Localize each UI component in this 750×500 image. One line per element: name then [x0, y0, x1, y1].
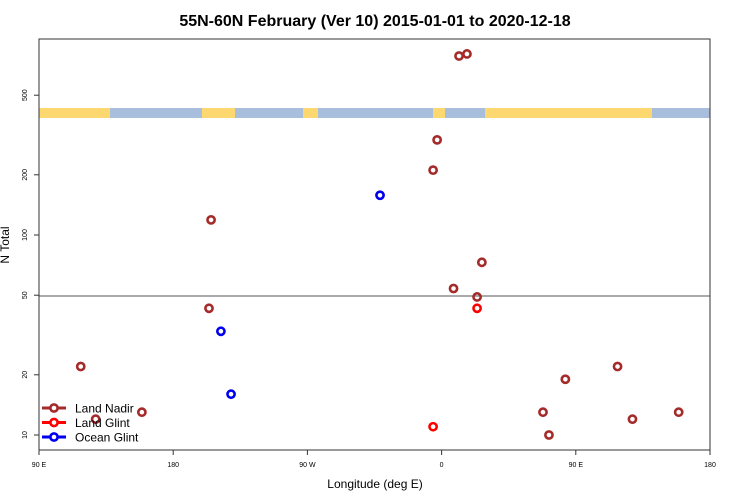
data-point [476, 257, 487, 268]
x-tick-label: 90 W [299, 462, 316, 469]
data-point [612, 361, 623, 372]
data-point [375, 190, 385, 201]
ocean-segment [110, 108, 202, 118]
data-point [544, 430, 554, 440]
y-tick-label: 10 [22, 431, 29, 439]
data-point [206, 214, 216, 225]
chart-title: 55N-60N February (Ver 10) 2015-01-01 to … [179, 13, 570, 30]
data-point [204, 303, 214, 314]
data-point [216, 326, 226, 337]
data-point [462, 49, 472, 59]
x-axis-label: Longitude (deg E) [327, 477, 422, 491]
data-point [560, 374, 571, 385]
legend-label: Ocean Glint [75, 431, 139, 445]
ocean-segment [318, 108, 433, 118]
y-tick-label: 20 [22, 371, 29, 379]
y-axis-label: N Total [0, 226, 12, 263]
data-point [226, 389, 236, 400]
legend-marker [49, 403, 59, 413]
y-tick-label: 200 [22, 169, 29, 181]
x-tick-label: 0 [440, 462, 444, 469]
data-point [432, 134, 443, 145]
data-point [454, 51, 464, 61]
legend-marker [49, 417, 59, 428]
x-tick-label: 180 [167, 462, 179, 469]
data-point [472, 303, 482, 314]
y-tick-label: 100 [22, 229, 29, 241]
x-tick-label: 90 E [569, 462, 584, 469]
land-ocean-map-strip [39, 108, 710, 118]
legend-label: Land Glint [75, 416, 130, 430]
legend-label: Land Nadir [75, 402, 134, 416]
data-point [136, 407, 147, 418]
data-point [90, 414, 101, 425]
legend-marker [49, 432, 59, 442]
x-tick-label: 180 [704, 462, 716, 469]
plot-frame [38, 38, 711, 451]
data-point [428, 421, 439, 432]
data-point [448, 283, 459, 294]
data-point [538, 407, 548, 418]
data-point [75, 361, 86, 372]
x-tick-label: 90 E [32, 462, 47, 469]
ocean-segment [235, 108, 303, 118]
ocean-segment [652, 108, 710, 118]
data-point [472, 292, 482, 302]
data-point [673, 407, 684, 418]
data-point [428, 165, 439, 176]
y-tick-label: 500 [22, 89, 29, 101]
data-point [627, 414, 638, 425]
y-tick-label: 50 [22, 291, 29, 299]
ocean-segment [445, 108, 485, 118]
